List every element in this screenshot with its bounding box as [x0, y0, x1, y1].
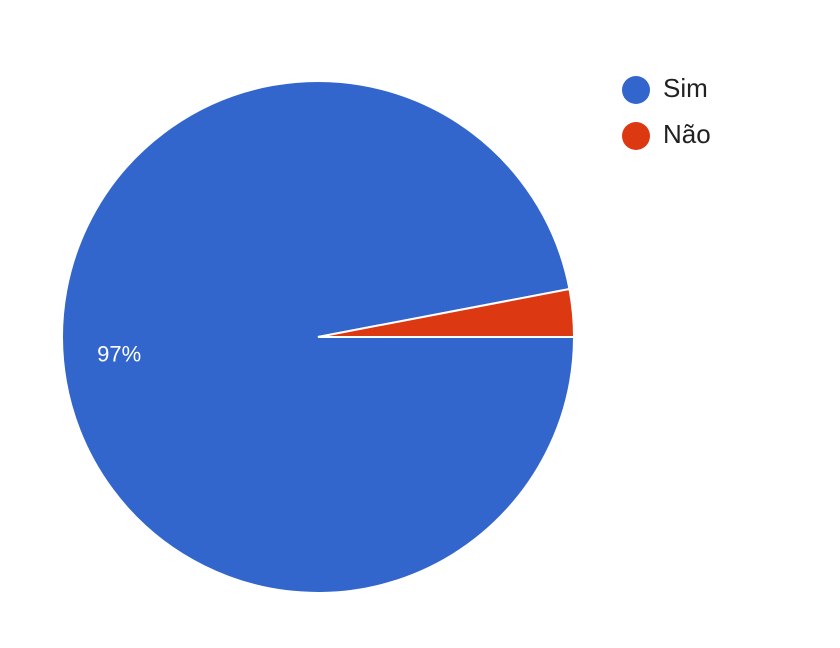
pie-slice-value-label: 97% [97, 342, 141, 367]
pie-slice-labels: 97% [97, 342, 141, 367]
legend-label[interactable]: Não [663, 119, 711, 149]
legend-swatch[interactable] [622, 76, 650, 104]
pie-slices [61, 79, 576, 594]
legend-label[interactable]: Sim [663, 73, 708, 103]
legend-swatch[interactable] [622, 122, 650, 150]
pie-slice-nao[interactable] [317, 287, 576, 338]
legend: Sim Não [622, 73, 711, 150]
